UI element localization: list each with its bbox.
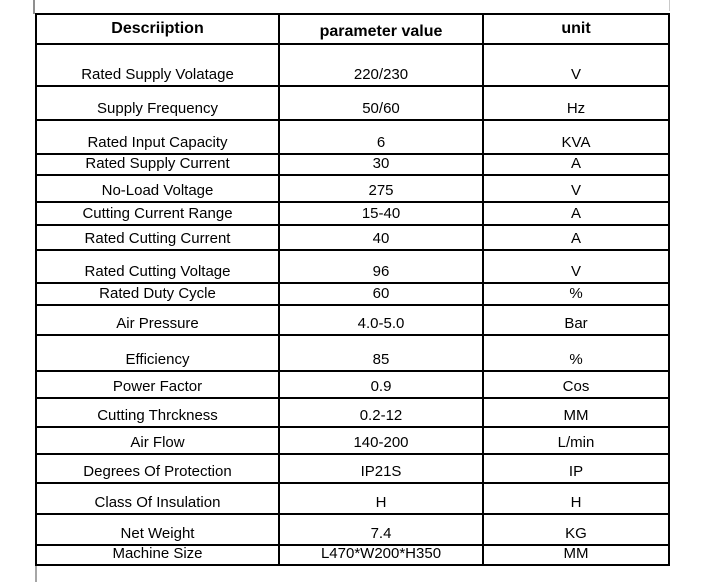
spec-row: Cutting Thrckness 0.2-12 MM xyxy=(35,397,670,428)
spec-value-cell: IP21S xyxy=(278,453,484,484)
spec-row: No-Load Voltage 275 V xyxy=(35,174,670,203)
spec-unit-cell: KG xyxy=(482,513,670,546)
spec-description-cell: Rated Duty Cycle xyxy=(35,282,280,306)
col-header-parameter-value: parameter value xyxy=(278,13,484,45)
spec-value-cell: 30 xyxy=(278,153,484,176)
col-header-unit: unit xyxy=(482,13,670,45)
spec-unit-cell: KVA xyxy=(482,119,670,155)
spec-value-cell: 15-40 xyxy=(278,201,484,226)
spec-description-cell: Rated Supply Current xyxy=(35,153,280,176)
spec-description-cell: Rated Input Capacity xyxy=(35,119,280,155)
spec-unit-cell: V xyxy=(482,249,670,284)
spec-unit-cell: % xyxy=(482,334,670,372)
spec-unit-cell: A xyxy=(482,224,670,251)
spec-value-cell: 96 xyxy=(278,249,484,284)
spec-value-cell: 7.4 xyxy=(278,513,484,546)
spec-row: Rated Supply Current 30 A xyxy=(35,153,670,176)
spec-value-cell: 0.9 xyxy=(278,370,484,399)
spec-description-cell: Cutting Current Range xyxy=(35,201,280,226)
spec-value-cell: 275 xyxy=(278,174,484,203)
spec-description-cell: Net Weight xyxy=(35,513,280,546)
gridline-stub-bottom-left xyxy=(35,562,37,582)
spec-unit-cell: V xyxy=(482,174,670,203)
spec-row: Rated Duty Cycle 60% xyxy=(35,282,670,306)
spec-row: Net Weight 7.4 KG xyxy=(35,513,670,546)
spec-description-cell: Rated Cutting Voltage xyxy=(35,249,280,284)
spec-row: Rated Supply Volatage 220/230 V xyxy=(35,43,670,87)
spec-value-cell: 50/60 xyxy=(278,85,484,121)
spec-unit-cell: H xyxy=(482,482,670,515)
spec-value-cell: 4.0-5.0 xyxy=(278,304,484,336)
spec-description-cell: Rated Supply Volatage xyxy=(35,43,280,87)
spec-unit-cell: V xyxy=(482,43,670,87)
spec-value-cell: 60 xyxy=(278,282,484,306)
spec-description-cell: Efficiency xyxy=(35,334,280,372)
spec-description-cell: Supply Frequency xyxy=(35,85,280,121)
spec-description-cell: Class Of Insulation xyxy=(35,482,280,515)
spec-unit-cell: MM xyxy=(482,397,670,428)
spec-row: Rated Input Capacity 6 KVA xyxy=(35,119,670,155)
spec-description-cell: Degrees Of Protection xyxy=(35,453,280,484)
spec-description-cell: No-Load Voltage xyxy=(35,174,280,203)
spec-value-cell: H xyxy=(278,482,484,515)
spec-description-cell: Cutting Thrckness xyxy=(35,397,280,428)
spec-unit-cell: IP xyxy=(482,453,670,484)
spec-unit-cell: % xyxy=(482,282,670,306)
gridline-stub-top-left xyxy=(33,0,35,14)
spec-value-cell: 85 xyxy=(278,334,484,372)
spec-unit-cell: L/min xyxy=(482,426,670,455)
gridline-stub-top-right xyxy=(669,0,670,11)
spec-unit-cell: Cos xyxy=(482,370,670,399)
spec-description-cell: Power Factor xyxy=(35,370,280,399)
spec-description-cell: Air Flow xyxy=(35,426,280,455)
spec-row: Class Of Insulation H H xyxy=(35,482,670,515)
spec-value-cell: 6 xyxy=(278,119,484,155)
spec-row: Supply Frequency 50/60 Hz xyxy=(35,85,670,121)
spec-row: Machine Size L470*W200*H350 MM xyxy=(35,543,670,567)
spec-value-cell: L470*W200*H350 xyxy=(278,543,484,567)
spec-value-cell: 0.2-12 xyxy=(278,397,484,428)
spec-description-cell: Air Pressure xyxy=(35,304,280,336)
spec-row: Power Factor 0.9 Cos xyxy=(35,370,670,399)
spec-row: Efficiency 85% xyxy=(35,334,670,372)
spec-value-cell: 40 xyxy=(278,224,484,251)
spec-unit-cell: Hz xyxy=(482,85,670,121)
spec-description-cell: Rated Cutting Current xyxy=(35,224,280,251)
spec-row: Degrees Of Protection IP21S IP xyxy=(35,453,670,484)
col-header-description: Descriiption xyxy=(35,13,280,45)
spec-unit-cell: A xyxy=(482,153,670,176)
spec-unit-cell: Bar xyxy=(482,304,670,336)
header-row: Descriiption parameter value unit xyxy=(35,13,670,45)
spec-description-cell: Machine Size xyxy=(35,543,280,567)
spec-row: Air Pressure 4.0-5.0 Bar xyxy=(35,304,670,336)
spec-row: Rated Cutting Voltage 96 V xyxy=(35,249,670,284)
spec-value-cell: 220/230 xyxy=(278,43,484,87)
spec-value-cell: 140-200 xyxy=(278,426,484,455)
spec-row: Cutting Current Range 15-40 A xyxy=(35,201,670,226)
spec-row: Air Flow 140-200 L/min xyxy=(35,426,670,455)
spec-unit-cell: A xyxy=(482,201,670,226)
spec-table: Descriiption parameter value unit Rated … xyxy=(35,13,670,567)
spec-unit-cell: MM xyxy=(482,543,670,567)
spec-row: Rated Cutting Current 40 A xyxy=(35,224,670,251)
